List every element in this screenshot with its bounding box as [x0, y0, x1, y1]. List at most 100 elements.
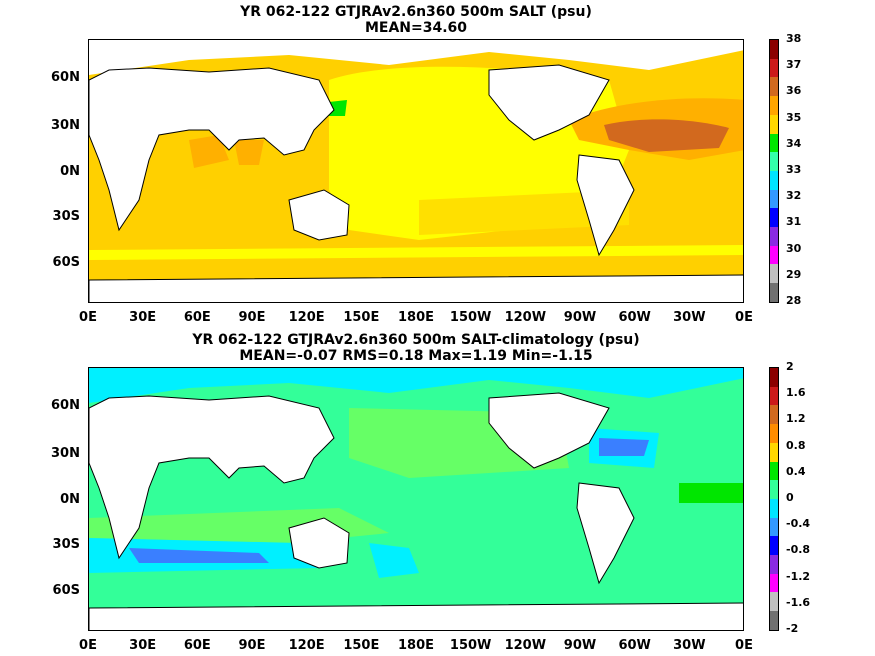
japan-sea — [329, 100, 347, 116]
colorbar-label: 30 — [786, 241, 802, 255]
colorbar-segment — [770, 498, 778, 518]
colorbar-label: 34 — [786, 136, 802, 150]
colorbar-segment — [770, 227, 778, 246]
colorbar-label: -1.2 — [786, 569, 811, 583]
lon-label: 120E — [288, 638, 325, 653]
lon-label: 60W — [618, 638, 651, 653]
australia — [288, 517, 350, 569]
colorbar-segment — [770, 573, 778, 593]
lon-label: 120W — [504, 638, 547, 653]
colorbar-label: 37 — [786, 58, 802, 72]
colorbar-segment — [770, 208, 778, 228]
lon-label: 90E — [238, 310, 266, 325]
lon-label: 180E — [397, 638, 435, 653]
colorbar-segment — [770, 461, 778, 481]
arctic-anomaly — [89, 368, 743, 403]
colorbar-segment — [770, 189, 778, 209]
lon-label: 120W — [504, 310, 547, 325]
colorbar-segment — [770, 480, 778, 499]
lon-label: 60E — [183, 310, 211, 325]
colorbar-label: 35 — [786, 110, 802, 124]
colorbar-label: -0.4 — [786, 517, 811, 531]
lat-label: 30S — [52, 209, 80, 224]
gulf-stream-strong — [599, 438, 649, 456]
south-america — [576, 482, 635, 585]
colorbar-label: 29 — [786, 267, 802, 281]
lat-label: 60N — [51, 398, 80, 413]
south-pacific-band — [419, 190, 629, 235]
panel2-subtitle: MEAN=-0.07 RMS=0.18 Max=1.19 Min=-1.15 — [239, 348, 593, 364]
panel1-subtitle: MEAN=34.60 — [364, 20, 468, 36]
north-america — [488, 392, 610, 469]
colorbar-segment — [770, 77, 778, 97]
lat-label: 60N — [51, 70, 80, 85]
colorbar-segment — [770, 442, 778, 462]
colorbar-segment — [770, 170, 778, 190]
panel2-title: YR 062-122 GTJRAv2.6n360 500m SALT-clima… — [192, 332, 640, 348]
lon-label: 0E — [79, 638, 97, 653]
lon-label: 30W — [673, 638, 706, 653]
colorbar-segment — [770, 40, 778, 59]
southern-strong-negative — [129, 548, 269, 563]
colorbar-segment — [770, 386, 778, 406]
lon-label: 150E — [343, 310, 380, 325]
colorbar-segment — [770, 536, 778, 556]
eurasia-africa — [89, 395, 335, 560]
bay-of-bengal — [234, 140, 264, 165]
colorbar-label: 38 — [786, 32, 802, 45]
colorbar-segment — [770, 555, 778, 574]
colorbar-segment — [770, 405, 778, 425]
colorbar-label: 31 — [786, 215, 802, 229]
colorbar-label: 1.2 — [786, 412, 806, 426]
colorbar-segment — [770, 133, 778, 153]
colorbar-label: 0 — [786, 491, 794, 504]
arctic-mask — [89, 40, 743, 75]
lon-label: 0E — [735, 310, 753, 325]
colorbar-label: -2 — [786, 622, 799, 635]
lat-label: 0N — [60, 164, 80, 179]
tropical-atlantic-positive — [679, 483, 743, 503]
colorbar-segment — [770, 283, 778, 302]
colorbar-segment — [770, 592, 778, 612]
anomaly-map — [88, 367, 744, 631]
colorbar-segment — [770, 264, 778, 284]
salinity-map-svg — [89, 40, 743, 302]
salinity-map — [88, 39, 744, 303]
lon-label: 60E — [183, 638, 211, 653]
south-america — [576, 154, 635, 257]
antarctica — [89, 602, 743, 630]
lat-label: 30N — [51, 118, 80, 133]
north-america — [488, 64, 610, 141]
colorbar-segment — [770, 114, 778, 134]
tasman-negative — [369, 543, 419, 578]
atlantic-max — [604, 119, 729, 152]
land-masses — [89, 64, 743, 302]
land-masses-2 — [89, 392, 743, 630]
colorbar-label: 0.8 — [786, 438, 806, 452]
lon-label: 0E — [735, 638, 753, 653]
eurasia-africa — [89, 67, 335, 232]
lon-label: 150W — [449, 310, 492, 325]
lon-label: 90E — [238, 638, 266, 653]
lon-label: 90W — [563, 638, 597, 653]
lon-label: 30E — [129, 310, 157, 325]
arabian-sea — [189, 135, 229, 168]
colorbar-label: 1.6 — [786, 386, 806, 400]
colorbar-segment — [770, 368, 778, 387]
lat-label: 60S — [52, 583, 80, 598]
colorbar-label: 2 — [786, 360, 794, 373]
colorbar-label: -1.6 — [786, 595, 811, 609]
colorbar-segment — [770, 611, 778, 630]
lat-label: 0N — [60, 492, 80, 507]
lon-label: 150E — [343, 638, 380, 653]
anomaly-colorbar — [769, 367, 779, 631]
lon-label: 90W — [563, 310, 597, 325]
lon-label: 30W — [673, 310, 706, 325]
lon-label: 120E — [288, 310, 325, 325]
lon-label: 180E — [397, 310, 435, 325]
colorbar-label: -0.8 — [786, 543, 811, 557]
colorbar-segment — [770, 96, 778, 115]
salinity-colorbar — [769, 39, 779, 303]
lon-label: 30E — [129, 638, 157, 653]
colorbar-segment — [770, 152, 778, 171]
